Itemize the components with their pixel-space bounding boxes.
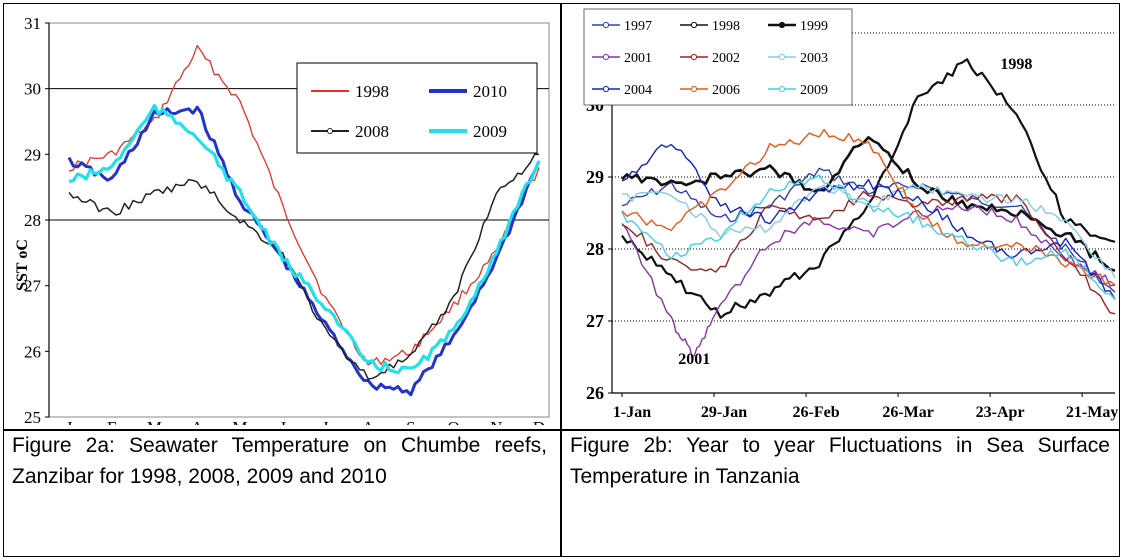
x-tick-label-11: D — [533, 418, 545, 425]
chart-2b: 2627282930311-Jan29-Jan26-Feb26-Mar23-Ap… — [583, 8, 1118, 421]
series-line-2008 — [68, 153, 540, 380]
legend-label-1998: 1998 — [355, 82, 389, 101]
x-tick-label-5: 21-May — [1066, 404, 1118, 421]
x-tick-label-3: 26-Mar — [882, 404, 934, 421]
series-line-2002 — [621, 190, 1116, 315]
x-tick-label-3: A — [191, 418, 204, 425]
x-tick-label-2: M — [147, 418, 162, 425]
series-line-1999 — [621, 136, 1116, 272]
legend-marker-2001 — [602, 53, 610, 61]
series-line-2004 — [621, 143, 1116, 300]
x-tick-label-0: J — [66, 418, 73, 425]
y-tick-label-28: 28 — [24, 211, 41, 230]
y-tick-label-27: 27 — [586, 311, 604, 331]
y-tick-label-29: 29 — [24, 145, 41, 164]
x-tick-label-8: S — [406, 418, 415, 425]
legend-marker-2003 — [778, 53, 786, 61]
x-tick-label-1: F — [107, 418, 116, 425]
annotation-1998: 1998 — [1000, 56, 1032, 73]
caption-figure-2a: Figure 2a: Seawater Temperature on Chumb… — [12, 434, 547, 488]
series-line-2009 — [68, 103, 541, 375]
legend-label-1998: 1998 — [712, 19, 740, 34]
legend-label-1997: 1997 — [624, 19, 652, 34]
x-tick-label-9: O — [447, 418, 459, 425]
caption-figure-2b: Figure 2b: Year to year Fluctuations in … — [570, 434, 1110, 488]
y-tick-label-29: 29 — [586, 167, 604, 187]
legend-label-1999: 1999 — [800, 19, 828, 34]
table-divider-vertical — [560, 4, 562, 556]
legend-label-2009: 2009 — [800, 83, 828, 98]
legend-label-2003: 2003 — [800, 51, 828, 66]
series-line-2010 — [67, 105, 541, 397]
legend-marker-1999 — [778, 21, 786, 29]
x-tick-label-0: 1-Jan — [613, 404, 651, 421]
x-tick-label-10: N — [490, 418, 502, 425]
x-tick-label-1: 29-Jan — [701, 404, 747, 421]
legend-label-2010: 2010 — [473, 82, 507, 101]
table-divider-horizontal — [4, 429, 1119, 431]
legend-box — [583, 8, 853, 106]
x-tick-label-5: J — [279, 418, 286, 425]
series-line-2003 — [621, 183, 1116, 279]
legend-label-2006: 2006 — [712, 83, 740, 98]
legend-label-2009: 2009 — [473, 122, 507, 141]
legend-marker-2009 — [778, 85, 786, 93]
legend-label-2008: 2008 — [355, 122, 389, 141]
x-tick-label-7: A — [362, 418, 375, 425]
legend-label-2004: 2004 — [624, 83, 652, 98]
legend-marker-2002 — [690, 53, 698, 61]
series-line-2006 — [621, 128, 1116, 286]
y-tick-label-25: 25 — [24, 408, 41, 425]
chart-2a: 25 26 27 28 29 30 31 J F M A M J J A S O N D SST oC 1998 2010… — [14, 14, 550, 425]
y-tick-label-28: 28 — [586, 239, 604, 259]
series-line-2009 — [621, 174, 1116, 300]
y-tick-label-26: 26 — [24, 342, 41, 361]
y-axis-label: SST oC — [14, 239, 31, 291]
figure-table — [3, 3, 1120, 557]
series-line-1998 — [621, 58, 1116, 319]
legend-box — [296, 62, 538, 154]
x-tick-label-4: 23-Apr — [976, 404, 1025, 421]
y-tick-label-31: 31 — [24, 14, 41, 33]
y-tick-label-27: 27 — [24, 277, 42, 296]
y-tick-label-30: 30 — [24, 80, 41, 99]
y-tick-label-26: 26 — [586, 383, 604, 403]
legend-label-2001: 2001 — [624, 51, 652, 66]
annotation-2001: 2001 — [678, 351, 710, 368]
legend-marker-2008 — [327, 128, 333, 134]
legend-marker-1998 — [690, 21, 698, 29]
x-tick-label-4: M — [232, 418, 247, 425]
legend-label-2002: 2002 — [712, 51, 740, 66]
series-line-2001 — [621, 204, 1116, 359]
legend-marker-2004 — [602, 85, 610, 93]
x-tick-label-6: J — [322, 418, 329, 425]
legend-marker-1997 — [602, 21, 610, 29]
legend-marker-2006 — [690, 85, 698, 93]
x-tick-label-2: 26-Feb — [792, 404, 839, 421]
